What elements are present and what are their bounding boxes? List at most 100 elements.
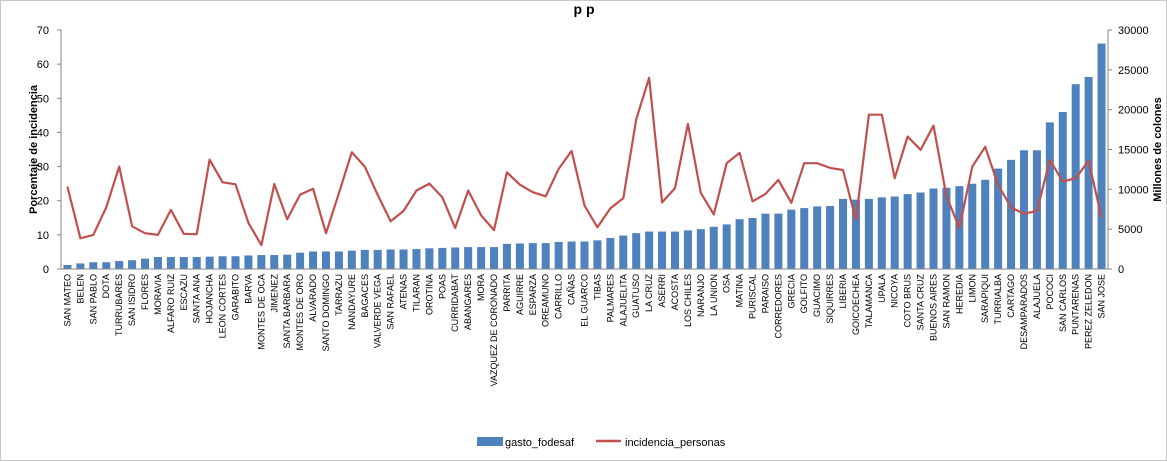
bar-gasto_fodesaf	[102, 262, 111, 269]
point-incidencia_personas	[480, 214, 482, 217]
point-incidencia_personas	[1049, 159, 1051, 161]
category-label: TURRIALBA	[993, 274, 1003, 325]
bar-gasto_fodesaf	[321, 251, 330, 269]
right-tick-label: 5000	[1118, 224, 1142, 236]
bar-gasto_fodesaf	[877, 197, 886, 269]
bar-gasto_fodesaf	[735, 219, 744, 269]
point-incidencia_personas	[932, 124, 935, 127]
category-label: OSA	[722, 274, 732, 293]
left-tick-label: 60	[37, 59, 49, 71]
legend: gasto_fodesaf incidencia_personas	[477, 437, 726, 449]
category-label: SAN PABLO	[88, 274, 98, 324]
point-incidencia_personas	[984, 145, 987, 148]
category-label: PEREZ ZELEDON	[1084, 274, 1094, 349]
point-incidencia_personas	[829, 167, 831, 169]
bar-gasto_fodesaf	[218, 256, 227, 269]
bar-gasto_fodesaf	[787, 209, 796, 269]
bar-gasto_fodesaf	[1097, 43, 1106, 269]
category-label: ESPARZA	[528, 274, 538, 315]
point-incidencia_personas	[544, 195, 547, 198]
point-incidencia_personas	[170, 209, 172, 211]
category-label: SAN RAMON	[941, 274, 951, 329]
point-incidencia_personas	[596, 226, 599, 229]
point-incidencia_personas	[712, 213, 715, 216]
category-label: TIBAS	[592, 274, 602, 300]
category-label: GUACIMO	[812, 274, 822, 317]
point-incidencia_personas	[842, 169, 844, 171]
category-label: NANDAYURE	[347, 274, 357, 330]
category-label: SANTA ANA	[192, 274, 202, 323]
bar-gasto_fodesaf	[1058, 112, 1067, 269]
bar-gasto_fodesaf	[968, 183, 977, 269]
category-label: SANTO DOMINGO	[321, 274, 331, 351]
point-incidencia_personas	[79, 237, 82, 240]
category-label: JIMENEZ	[269, 274, 279, 313]
bar-gasto_fodesaf	[826, 206, 835, 269]
point-incidencia_personas	[855, 219, 857, 221]
point-incidencia_personas	[286, 218, 289, 220]
point-incidencia_personas	[493, 229, 495, 231]
point-incidencia_personas	[389, 220, 392, 222]
bar-gasto_fodesaf	[334, 251, 343, 269]
category-label: CAÑAS	[567, 274, 577, 305]
point-incidencia_personas	[506, 171, 508, 174]
point-incidencia_personas	[725, 162, 728, 164]
left-tick-label: 0	[43, 264, 49, 276]
right-tick-label: 15000	[1118, 145, 1149, 157]
category-label: UPALA	[877, 274, 887, 303]
point-incidencia_personas	[182, 233, 185, 235]
point-incidencia_personas	[971, 165, 974, 168]
left-tick-label: 20	[37, 196, 49, 208]
bar-gasto_fodesaf	[490, 247, 499, 269]
bar-gasto_fodesaf	[89, 262, 98, 269]
bar-gasto_fodesaf	[153, 257, 162, 269]
bar-gasto_fodesaf	[839, 198, 848, 269]
point-incidencia_personas	[880, 113, 883, 116]
category-label: TILARAN	[411, 274, 421, 312]
bar-gasto_fodesaf	[283, 254, 292, 269]
point-incidencia_personas	[402, 210, 405, 212]
category-label: LEON CORTES	[218, 274, 228, 338]
category-label: TARRAZU	[334, 274, 344, 316]
category-label: NARANJO	[696, 274, 706, 317]
bar-gasto_fodesaf	[916, 192, 925, 269]
category-label: GOLFITO	[799, 274, 809, 313]
category-label: ALAJUELITA	[618, 274, 628, 326]
category-label: MORAVIA	[153, 274, 163, 315]
bar-gasto_fodesaf	[942, 187, 951, 269]
right-axis-title: Millones de colones	[1152, 97, 1164, 202]
bar-gasto_fodesaf	[115, 261, 124, 269]
bar-gasto_fodesaf	[412, 249, 421, 269]
bar-gasto_fodesaf	[1007, 159, 1016, 269]
category-label: MORA	[476, 274, 486, 301]
point-incidencia_personas	[312, 187, 314, 190]
point-incidencia_personas	[118, 165, 120, 168]
category-label: SAN JOSE	[1097, 274, 1107, 319]
point-incidencia_personas	[1036, 210, 1038, 212]
point-incidencia_personas	[1023, 212, 1025, 215]
category-label: ABANGARES	[463, 274, 473, 330]
left-tick-label: 50	[37, 93, 49, 105]
point-incidencia_personas	[467, 189, 469, 192]
bar-gasto_fodesaf	[464, 247, 473, 269]
bar-gasto_fodesaf	[141, 258, 150, 269]
category-label: GRECIA	[786, 274, 796, 309]
bar-gasto_fodesaf	[929, 188, 938, 269]
point-incidencia_personas	[906, 135, 909, 138]
bar-gasto_fodesaf	[347, 250, 356, 269]
bar-gasto_fodesaf	[593, 240, 602, 269]
point-incidencia_personas	[622, 197, 625, 200]
bar-gasto_fodesaf	[658, 231, 667, 269]
category-label: ALAJUELA	[1032, 274, 1042, 319]
category-label: PALMARES	[605, 274, 615, 322]
category-label: BAGACES	[360, 274, 370, 318]
category-label: ALFARO RUIZ	[166, 274, 176, 334]
category-label: LA CRUZ	[644, 274, 654, 313]
category-label: OROTINA	[424, 274, 434, 315]
point-incidencia_personas	[583, 204, 586, 207]
bar-gasto_fodesaf	[515, 243, 524, 269]
category-label: SAN MATEO	[62, 274, 72, 326]
point-incidencia_personas	[157, 234, 159, 236]
category-label: BUENOS AIRES	[929, 274, 939, 341]
right-tick-label: 10000	[1118, 184, 1149, 196]
